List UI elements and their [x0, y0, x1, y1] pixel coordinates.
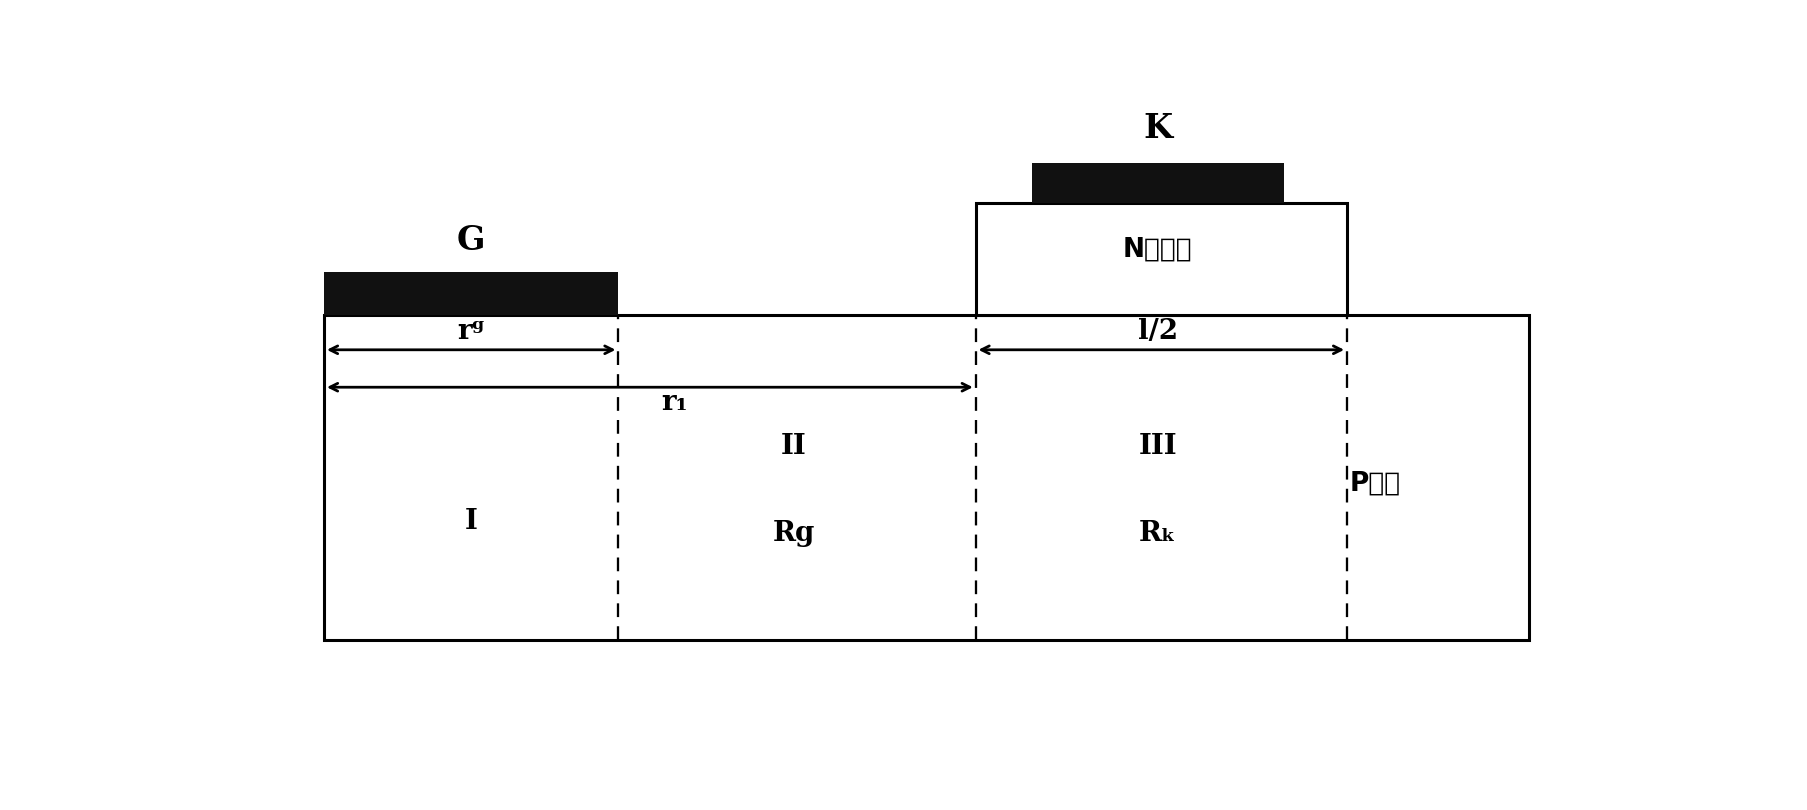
Text: l/2: l/2: [1137, 318, 1176, 344]
Text: Rₖ: Rₖ: [1138, 520, 1176, 548]
Bar: [976, 203, 1346, 316]
Text: G: G: [457, 224, 486, 257]
Text: I: I: [464, 508, 477, 535]
Bar: [323, 316, 1529, 640]
Text: II: II: [781, 433, 806, 460]
Text: P基区: P基区: [1348, 471, 1400, 497]
Bar: [323, 272, 618, 316]
Text: Rg: Rg: [772, 520, 815, 548]
Text: r₁: r₁: [661, 390, 687, 416]
Bar: [1032, 163, 1283, 203]
Text: N发射区: N发射区: [1122, 237, 1193, 263]
Text: rᵍ: rᵍ: [457, 318, 484, 344]
Text: III: III: [1138, 433, 1176, 460]
Text: K: K: [1142, 112, 1171, 145]
